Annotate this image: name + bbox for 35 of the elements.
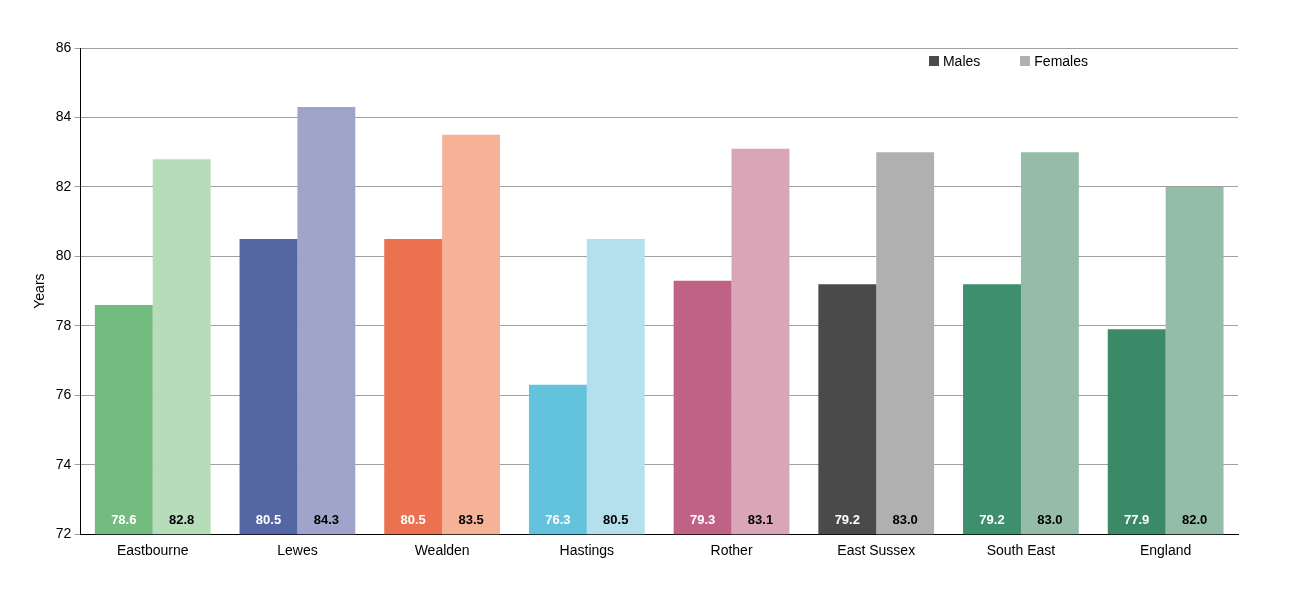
- data-label: 82.0: [1181, 511, 1208, 527]
- data-label: 78.6: [111, 511, 137, 527]
- y-tick-label: 84: [55, 108, 72, 125]
- y-tick-label: 74: [55, 455, 72, 472]
- data-label: 79.3: [689, 511, 716, 527]
- y-axis-title: Years: [31, 273, 48, 309]
- x-tick-label: Lewes: [277, 542, 318, 559]
- data-label: 80.5: [603, 511, 629, 527]
- data-label: 83.1: [747, 511, 774, 527]
- data-label: 77.9: [1124, 511, 1150, 527]
- x-tick-label: Wealden: [414, 542, 470, 559]
- x-tick-label: Hastings: [559, 542, 615, 559]
- data-label: 82.8: [169, 511, 195, 527]
- data-label: 83.5: [458, 511, 484, 527]
- data-label: 83.0: [1037, 511, 1063, 527]
- data-label: 83.0: [892, 511, 918, 527]
- legend-label: Females: [1034, 53, 1088, 69]
- legend-label: Males: [942, 53, 981, 69]
- x-tick-label: Eastbourne: [116, 542, 189, 559]
- data-label: 80.5: [255, 511, 282, 527]
- y-tick-label: 72: [55, 525, 72, 542]
- data-label: 76.3: [545, 511, 571, 527]
- data-label: 79.2: [834, 511, 860, 527]
- x-tick-label: Rother: [710, 542, 753, 559]
- y-tick-label: 76: [55, 386, 72, 403]
- x-tick-label: South East: [986, 542, 1056, 559]
- x-tick-label: England: [1139, 542, 1192, 559]
- data-label: 84.3: [313, 511, 340, 527]
- y-tick-label: 78: [55, 316, 72, 333]
- y-tick-label: 86: [55, 38, 72, 55]
- y-tick-label: 80: [55, 247, 72, 264]
- data-label: 80.5: [400, 511, 426, 527]
- data-label: 79.2: [979, 511, 1005, 527]
- y-tick-label: 82: [55, 177, 72, 194]
- x-tick-label: East Sussex: [837, 542, 916, 559]
